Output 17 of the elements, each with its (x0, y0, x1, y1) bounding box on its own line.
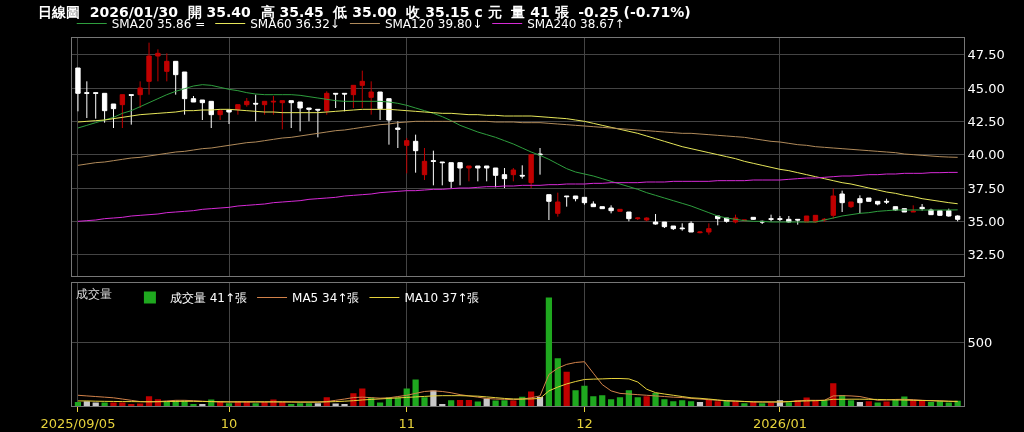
y-tick-label: 42.50 (967, 113, 1005, 129)
legend-label: 成交量 41↑張 (169, 291, 248, 306)
y-tick-label: 35.00 (967, 213, 1005, 229)
chart-title: 成交量 (76, 287, 112, 301)
legend-label: MA10 37↑張 (404, 291, 480, 306)
y-tick-label: 500 (967, 335, 993, 351)
y-tick-label: 47.50 (967, 47, 1005, 63)
y-tick-label: 37.50 (967, 180, 1005, 196)
x-tick-label: 2026/01 (752, 415, 807, 431)
x-tick-label: 11 (398, 415, 415, 431)
y-tick-label: 40.00 (967, 147, 1005, 163)
x-tick-label: 2025/09/05 (40, 415, 116, 431)
y-tick-label: 32.50 (967, 247, 1005, 263)
x-tick-label: 12 (576, 415, 593, 431)
legend-label: MA5 34↑張 (292, 291, 360, 306)
y-tick-label: 45.00 (967, 80, 1005, 96)
x-tick-label: 10 (220, 415, 238, 431)
